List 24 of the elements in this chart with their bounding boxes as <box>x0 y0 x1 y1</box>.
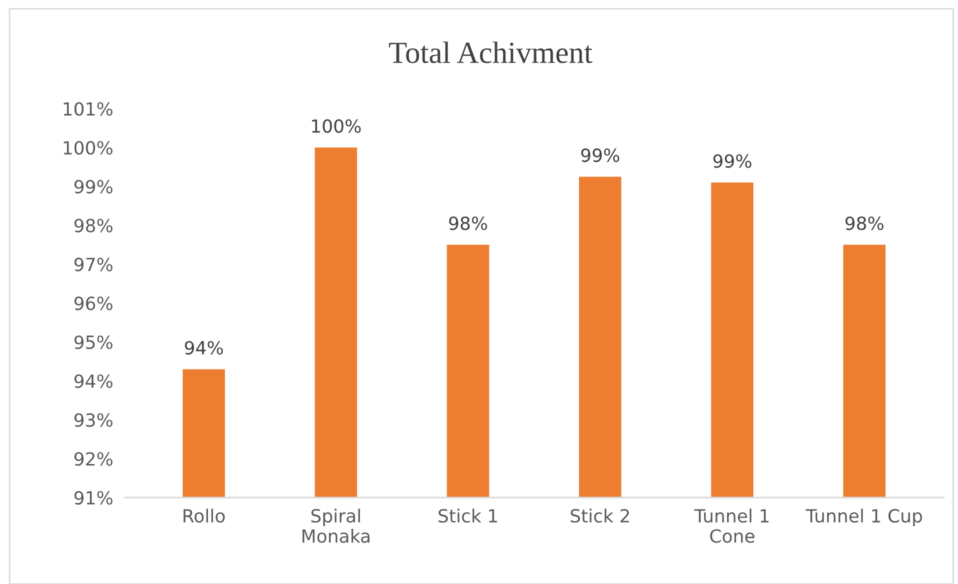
data-label: 100% <box>312 119 361 133</box>
y-tick-label: 92% <box>74 452 112 466</box>
y-tick-label: 97% <box>74 258 112 272</box>
y-tick-label: 98% <box>74 218 112 232</box>
data-label: 98% <box>845 216 884 230</box>
x-tick-label: Stick 2 <box>570 508 629 523</box>
y-tick-label: 96% <box>74 296 112 310</box>
x-tick-label: Rollo <box>184 508 225 523</box>
y-tick-label: 95% <box>74 335 112 350</box>
x-tick-label: Stick 1 <box>438 508 497 523</box>
data-label: 99% <box>713 154 752 168</box>
data-label: 94% <box>184 340 223 355</box>
chart-title: Total Achivment <box>389 42 592 64</box>
y-tick-label: 91% <box>74 491 112 505</box>
x-tick-label: Spiral Monaka <box>302 508 370 543</box>
x-tick-label: Tunnel 1 Cup <box>806 508 922 526</box>
y-tick-label: 99% <box>74 180 112 194</box>
y-tick-label: 100% <box>64 140 112 155</box>
y-tick-label: 101% <box>64 102 112 116</box>
y-tick-label: 94% <box>74 374 112 388</box>
data-label: 98% <box>449 216 488 230</box>
y-tick-label: 93% <box>74 413 112 427</box>
data-label: 99% <box>581 148 620 162</box>
x-tick-label: Tunnel 1 Cone <box>694 508 769 543</box>
